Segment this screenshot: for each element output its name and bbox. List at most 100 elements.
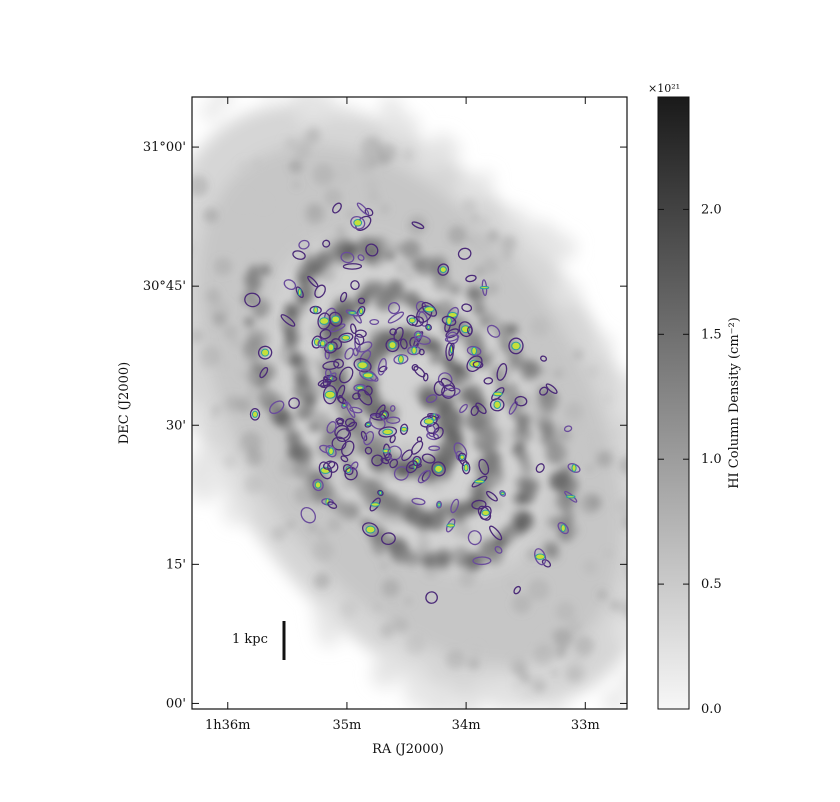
contour-peak bbox=[479, 285, 490, 290]
contour bbox=[471, 499, 487, 510]
contour bbox=[352, 347, 359, 357]
contour-peak bbox=[314, 481, 322, 489]
contour-peak bbox=[463, 463, 469, 472]
contour-peak bbox=[313, 306, 319, 314]
contour-peak bbox=[382, 428, 393, 436]
contour-peak bbox=[437, 502, 441, 507]
contour bbox=[350, 461, 359, 471]
scale-bar-label: 1 kpc bbox=[232, 632, 268, 647]
contour bbox=[319, 328, 332, 340]
contour bbox=[436, 500, 442, 509]
contour bbox=[357, 297, 366, 305]
contour bbox=[563, 425, 573, 433]
contour bbox=[356, 202, 370, 216]
contour-peak bbox=[328, 447, 334, 456]
contour bbox=[295, 286, 304, 299]
contour-peak bbox=[471, 346, 477, 356]
contour bbox=[387, 445, 403, 461]
contour bbox=[410, 440, 424, 455]
contour bbox=[292, 250, 306, 260]
contour bbox=[377, 357, 387, 376]
contour-peak bbox=[565, 495, 576, 499]
contour bbox=[387, 311, 405, 324]
contour bbox=[353, 383, 367, 392]
contour bbox=[414, 335, 431, 345]
contour bbox=[393, 354, 409, 365]
contour bbox=[422, 372, 429, 382]
contour bbox=[354, 329, 367, 338]
contour-peak bbox=[359, 307, 364, 315]
contour bbox=[340, 455, 349, 463]
contour-peak bbox=[481, 509, 490, 517]
contour bbox=[421, 301, 438, 317]
contour bbox=[322, 376, 329, 389]
contour bbox=[387, 302, 401, 315]
contour bbox=[331, 436, 347, 451]
contour bbox=[369, 318, 380, 326]
contour-peak bbox=[408, 317, 416, 324]
contour bbox=[257, 345, 273, 360]
contour-peak bbox=[356, 385, 364, 391]
contour bbox=[300, 506, 316, 524]
contour-peak bbox=[366, 422, 371, 427]
contour-peak bbox=[331, 315, 341, 324]
contour bbox=[513, 585, 522, 595]
contour bbox=[413, 330, 423, 340]
contour bbox=[441, 315, 457, 327]
contour bbox=[539, 386, 549, 396]
contour bbox=[411, 497, 426, 506]
contour bbox=[341, 440, 355, 457]
colorbar-tick-label: 1.0 bbox=[701, 452, 722, 467]
contour-peak bbox=[348, 311, 357, 315]
contour bbox=[545, 383, 558, 394]
contour bbox=[486, 324, 501, 338]
contour bbox=[259, 366, 269, 379]
contour bbox=[381, 532, 396, 546]
contour-peak bbox=[560, 524, 566, 533]
contour-peak bbox=[252, 410, 259, 418]
y-tick-label: 30' bbox=[166, 418, 186, 433]
contour bbox=[411, 221, 425, 230]
contour bbox=[288, 397, 300, 409]
contour bbox=[496, 363, 508, 381]
plot-frame bbox=[191, 96, 628, 710]
y-axis-label: DEC (J2000) bbox=[117, 362, 132, 444]
contour bbox=[339, 291, 348, 303]
contour bbox=[478, 458, 490, 476]
contour bbox=[327, 501, 338, 509]
contour-peak bbox=[353, 219, 363, 227]
contour bbox=[322, 360, 340, 370]
contour bbox=[540, 355, 548, 362]
contour bbox=[314, 284, 326, 299]
contour bbox=[323, 385, 338, 405]
contour bbox=[352, 392, 361, 400]
contour bbox=[280, 314, 296, 327]
contour bbox=[364, 446, 373, 455]
contour-peak bbox=[324, 390, 336, 399]
contour bbox=[375, 404, 386, 419]
contour bbox=[457, 452, 467, 462]
contour bbox=[344, 347, 354, 360]
contour bbox=[472, 556, 492, 566]
contour-peak bbox=[571, 464, 577, 472]
contour bbox=[338, 366, 354, 384]
contour bbox=[541, 559, 552, 568]
contour bbox=[335, 417, 345, 425]
contour-peak bbox=[535, 553, 546, 560]
contour bbox=[326, 421, 337, 434]
contour bbox=[413, 365, 426, 378]
colorbar-tick-label: 0.0 bbox=[701, 702, 722, 717]
contour-peak bbox=[261, 348, 270, 357]
contour bbox=[459, 403, 468, 414]
contour-peak bbox=[320, 340, 326, 347]
contour bbox=[389, 328, 397, 336]
contour bbox=[467, 326, 473, 335]
contour-peak bbox=[439, 266, 447, 273]
galaxy-disk bbox=[192, 97, 627, 709]
y-tick-label: 00' bbox=[166, 696, 186, 711]
contour-peak bbox=[327, 343, 335, 352]
contour bbox=[385, 338, 400, 353]
y-tick-label: 15' bbox=[166, 557, 186, 572]
contour bbox=[470, 405, 480, 417]
contour bbox=[336, 418, 344, 426]
